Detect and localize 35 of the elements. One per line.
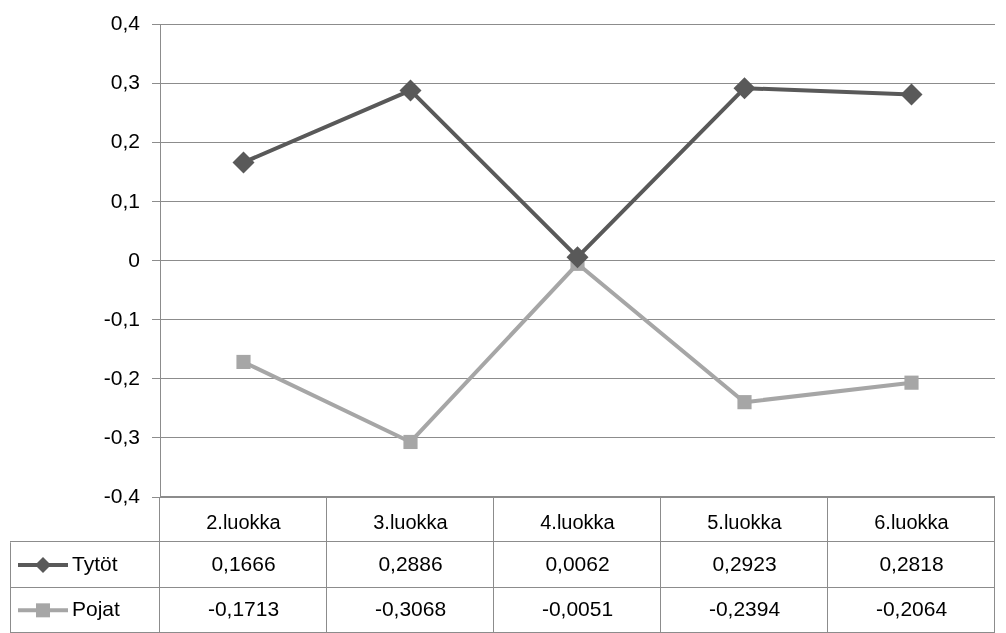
data-label: -0,2394 — [708, 597, 781, 621]
data-label: 0,1666 — [211, 551, 276, 575]
data-label: 0,2886 — [378, 551, 443, 575]
point — [236, 354, 251, 370]
legend-label: Tytöt — [72, 551, 118, 575]
y-tick-label: 0,2 — [110, 129, 140, 153]
y-tick-label: 0 — [128, 247, 140, 271]
y-tick-label: 0,4 — [110, 11, 141, 35]
y-tick-label: -0,1 — [103, 306, 140, 330]
x-tick-label: 2.luokka — [206, 510, 282, 533]
data-label: -0,3068 — [374, 597, 447, 621]
data-label: 0,0062 — [545, 551, 610, 575]
x-tick-label: 6.luokka — [874, 510, 950, 533]
x-tick-label: 3.luokka — [373, 510, 449, 533]
data-label: 0,2818 — [879, 551, 944, 575]
y-tick-label: -0,3 — [103, 424, 140, 448]
x-tick-label: 5.luokka — [707, 510, 783, 533]
point — [566, 246, 589, 269]
point — [232, 151, 255, 174]
point — [904, 375, 919, 390]
point — [403, 434, 418, 450]
point — [900, 83, 923, 106]
data-label: -0,2064 — [875, 597, 948, 621]
legend-label: Pojat — [72, 597, 121, 621]
data-label: -0,0051 — [541, 597, 614, 621]
data-label: -0,1713 — [207, 597, 280, 621]
point — [733, 77, 756, 100]
x-tick-label: 4.luokka — [540, 510, 616, 533]
point — [737, 395, 752, 410]
y-tick-label: 0,1 — [110, 188, 140, 212]
data-label: 0,2923 — [712, 551, 777, 575]
y-tick-label: 0,3 — [110, 70, 140, 94]
y-tick-label: -0,4 — [103, 483, 141, 507]
point — [399, 79, 422, 102]
y-tick-label: -0,2 — [103, 365, 140, 389]
